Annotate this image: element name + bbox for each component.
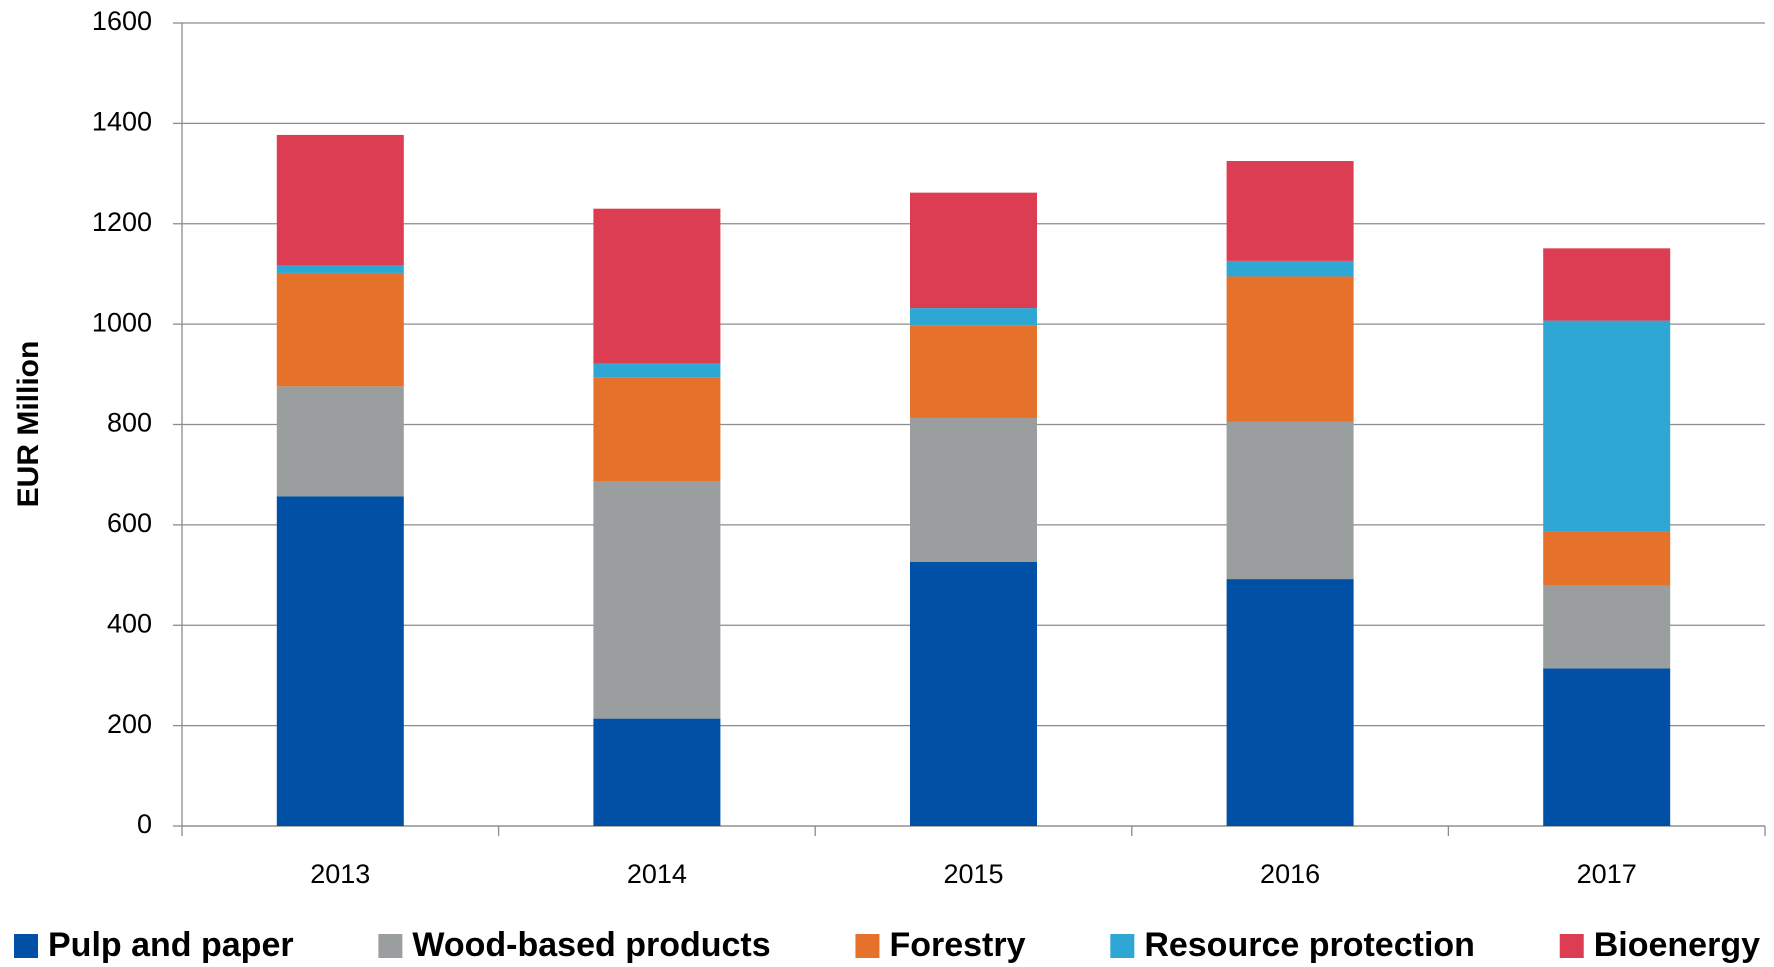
legend-label: Forestry (889, 926, 1025, 964)
x-tick-label: 2014 (627, 859, 687, 889)
legend-label: Pulp and paper (48, 926, 294, 964)
bar-segment (910, 308, 1037, 326)
y-axis-title: EUR Million (12, 341, 45, 508)
legend-swatch (1559, 934, 1584, 958)
bar-segment (276, 134, 404, 266)
y-tick-label: 200 (107, 709, 152, 739)
y-tick-label: 1600 (92, 6, 152, 36)
y-tick-label: 1000 (92, 307, 152, 337)
bar-segment (910, 417, 1037, 563)
bar-segment (910, 192, 1037, 309)
bar-segment (593, 718, 721, 826)
bar-segment (1226, 421, 1354, 580)
x-tick-label: 2013 (310, 859, 370, 889)
bar-segment (1543, 585, 1671, 669)
bar-segment (1543, 531, 1671, 586)
x-tick-label: 2017 (1577, 859, 1637, 889)
y-tick-label: 400 (107, 608, 152, 638)
y-tick-label: 1200 (92, 207, 152, 237)
bar-segment (276, 496, 404, 826)
bar-segment (1226, 161, 1354, 261)
bar-segment (593, 208, 721, 364)
bar-segment (1226, 260, 1354, 277)
x-tick-label: 2015 (943, 859, 1003, 889)
legend-swatch (855, 934, 880, 958)
bar-segment (593, 363, 721, 378)
legend-label: Resource protection (1144, 926, 1475, 964)
y-tick-label: 600 (107, 508, 152, 538)
x-tick-label: 2016 (1260, 859, 1320, 889)
bar-segment (276, 386, 404, 497)
bar-segment (593, 377, 721, 482)
bar-segment (593, 481, 721, 719)
bar-segment (1543, 320, 1671, 532)
legend-swatch (1110, 934, 1135, 958)
bar-segment (1226, 579, 1354, 826)
bar-segment (276, 272, 404, 387)
y-tick-label: 1400 (92, 107, 152, 137)
bar-segment (276, 265, 404, 273)
bar-segment (1543, 668, 1671, 826)
legend-swatch (14, 934, 38, 958)
y-tick-label: 0 (137, 809, 152, 839)
legend-swatch (378, 934, 403, 958)
bar-segment (1226, 276, 1354, 422)
bar-segment (910, 325, 1037, 418)
legend-label: Wood-based products (412, 926, 770, 964)
legend-label: Bioenergy (1594, 926, 1760, 964)
bar-segment (1543, 248, 1671, 321)
y-tick-label: 800 (107, 408, 152, 438)
bar-segment (910, 562, 1037, 826)
